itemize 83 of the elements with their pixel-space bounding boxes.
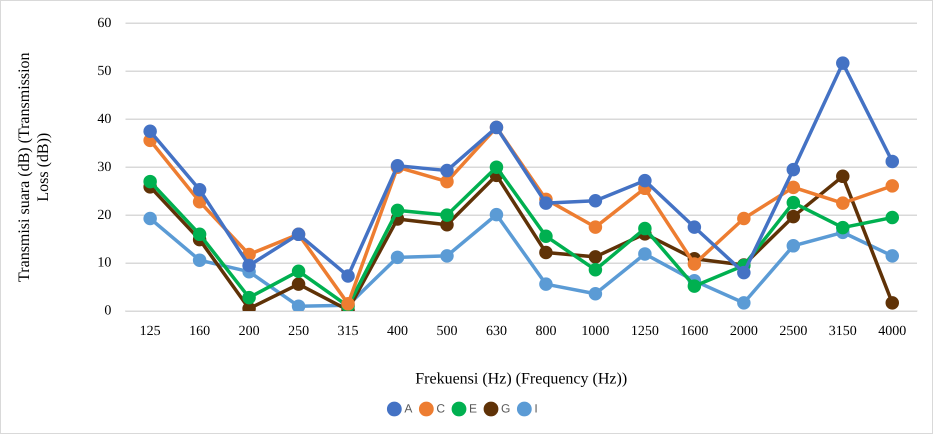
point xyxy=(341,269,355,283)
point xyxy=(440,208,454,222)
x-tick-label: 2000 xyxy=(730,324,758,340)
point xyxy=(390,204,404,218)
point xyxy=(192,228,206,242)
point xyxy=(292,299,306,311)
point xyxy=(836,220,850,234)
point xyxy=(539,196,553,210)
point xyxy=(539,277,553,291)
x-tick-label: 800 xyxy=(535,324,556,340)
x-tick-label: 160 xyxy=(189,324,210,340)
x-tick-label: 1000 xyxy=(581,324,610,340)
y-tick-label: 50 xyxy=(97,64,112,80)
point xyxy=(539,229,553,243)
point xyxy=(143,174,157,188)
point xyxy=(588,250,602,264)
x-tick-label: 400 xyxy=(387,324,408,340)
y-tick-label: 20 xyxy=(97,208,112,223)
point xyxy=(143,212,157,226)
legend-label: G xyxy=(501,401,510,416)
point xyxy=(490,208,504,222)
x-tick-label: 125 xyxy=(140,324,161,340)
point xyxy=(886,210,900,224)
point xyxy=(143,124,157,138)
y-axis-title: Transmisi suara (dB) (Transmission Loss (dB)) xyxy=(16,52,52,282)
x-axis-title: Frekuensi (Hz) (Frequency (Hz)) xyxy=(415,370,628,388)
x-tick-label: 1250 xyxy=(630,324,659,340)
y-tick-label: 10 xyxy=(97,256,112,271)
point xyxy=(440,249,454,263)
point xyxy=(192,253,206,267)
point xyxy=(786,196,800,210)
point xyxy=(490,160,504,174)
x-tick-label: 315 xyxy=(338,324,359,340)
y-tick-label: 30 xyxy=(97,160,112,175)
point xyxy=(242,258,256,272)
legend-label: E xyxy=(469,401,478,416)
point xyxy=(688,220,702,234)
point xyxy=(836,56,850,70)
x-tick-label: 200 xyxy=(238,324,260,340)
point xyxy=(539,246,553,260)
point xyxy=(242,290,256,304)
point xyxy=(688,257,702,271)
point xyxy=(192,194,206,208)
point xyxy=(737,266,751,280)
point xyxy=(192,182,206,196)
point xyxy=(588,194,602,208)
point xyxy=(638,174,652,188)
point xyxy=(737,212,751,226)
legend-label: A xyxy=(404,401,412,416)
point xyxy=(292,264,306,278)
point xyxy=(786,239,800,253)
y-tick-label: 60 xyxy=(97,16,112,32)
point xyxy=(886,296,900,310)
x-tick-label: 1600 xyxy=(680,324,708,340)
y-tick-label: 0 xyxy=(104,304,112,319)
point xyxy=(786,210,800,224)
x-tick-label: 250 xyxy=(288,324,310,340)
x-tick-label: 3150 xyxy=(828,324,857,340)
x-tick-label: 2500 xyxy=(779,324,808,340)
point xyxy=(886,249,900,263)
point xyxy=(737,296,751,310)
point xyxy=(886,154,900,168)
x-tick-label: 500 xyxy=(436,324,458,340)
x-tick-label: 630 xyxy=(486,324,507,340)
point xyxy=(390,250,404,264)
point xyxy=(588,220,602,234)
x-tick-label: 4000 xyxy=(878,324,906,340)
point xyxy=(588,263,602,277)
point xyxy=(292,277,306,291)
legend-label: C xyxy=(436,401,446,416)
point xyxy=(786,180,800,194)
point xyxy=(440,174,454,188)
point xyxy=(638,247,652,261)
point xyxy=(638,222,652,236)
point xyxy=(836,170,850,184)
point xyxy=(588,286,602,300)
point xyxy=(786,162,800,176)
legend-label: I xyxy=(534,401,538,416)
y-tick-label: 40 xyxy=(97,112,112,127)
point xyxy=(688,279,702,293)
point xyxy=(440,164,454,178)
point xyxy=(836,196,850,210)
point xyxy=(886,179,900,193)
